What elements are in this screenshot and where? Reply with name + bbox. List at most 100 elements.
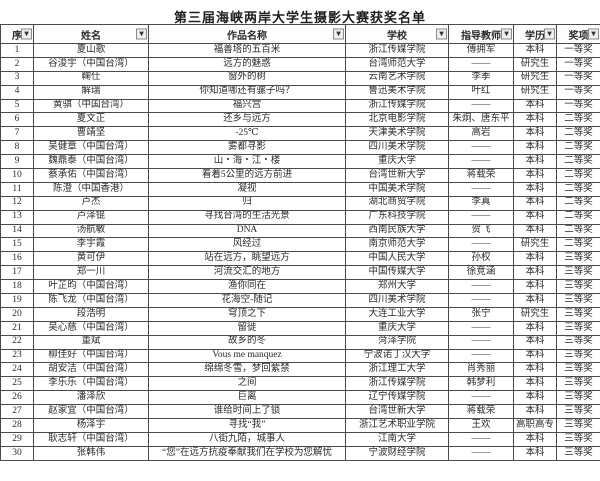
cell-award: 三等奖 — [556, 390, 600, 406]
table-row: 28 杨泽宇 寻找“我” 浙江艺术职业学院 王欢 高职高专 三等奖 — [0, 418, 600, 433]
cell-award: 三等奖 — [556, 348, 600, 364]
cell-award: 二等奖 — [556, 181, 600, 197]
table-row: 27 赵家宜（中国台湾） 谁给时间上了锁 台湾世新大学 蒋载荣 本科 三等奖 — [0, 404, 600, 420]
table-row: 2 谷浚宇（中国台湾） 远方的魅惑 台湾师范大学 —— 研究生 一等奖 — [0, 56, 600, 72]
cell-name: 段浩明 — [33, 306, 149, 322]
cell-seq: 23 — [0, 348, 34, 364]
cell-school: 宁波财经学院 — [345, 445, 449, 461]
cell-degree: 本科 — [513, 362, 557, 378]
cell-name: 卢泽锟 — [33, 209, 149, 225]
cell-name: 魏鼎泰（中国台湾） — [33, 154, 149, 170]
cell-school: 天津美术学院 — [345, 126, 449, 142]
filter-arrow-icon: ▼ — [439, 30, 444, 37]
cell-seq: 30 — [0, 445, 34, 461]
filter-arrow-icon: ▼ — [336, 30, 341, 37]
cell-degree: 本科 — [513, 181, 557, 197]
cell-award: 一等奖 — [556, 84, 600, 100]
cell-seq: 8 — [0, 140, 34, 156]
column-header-label: 姓名 — [81, 30, 101, 42]
cell-name: 赵家宜（中国台湾） — [33, 404, 149, 420]
cell-seq: 9 — [0, 154, 34, 170]
cell-school: 大连工业大学 — [345, 306, 449, 322]
cell-advisor: —— — [448, 320, 514, 336]
cell-award: 一等奖 — [556, 43, 600, 58]
cell-work: 风经过 — [148, 237, 346, 253]
cell-degree: 本科 — [513, 126, 557, 142]
table-row: 10 蔡承佑（中国台湾） 看着5公里的远方前进 台湾世新大学 蒋载荣 本科 二等奖 — [0, 168, 600, 183]
cell-name: 黄骐（中国台湾） — [33, 98, 149, 114]
cell-seq: 22 — [0, 334, 34, 350]
cell-advisor: —— — [448, 279, 514, 295]
table-row: 14 汤航敏 DNA 西南民族大学 贺飞 本科 二等奖 — [0, 223, 600, 239]
cell-school: 广东科技学院 — [345, 209, 449, 225]
cell-seq: 14 — [0, 223, 34, 239]
cell-seq: 2 — [0, 56, 34, 72]
table-row: 30 张韩伟 “您”在远方抗疫奉献我们在学校为您解忧 宁波财经学院 —— 本科 三等奖 — [0, 445, 600, 461]
cell-award: 三等奖 — [556, 279, 600, 295]
cell-work: DNA — [148, 223, 346, 239]
cell-award: 三等奖 — [556, 362, 600, 378]
cell-work: 八街九陌，城事人 — [148, 431, 346, 447]
cell-name: 解瑞 — [33, 84, 149, 100]
cell-advisor: —— — [448, 431, 514, 447]
cell-award: 二等奖 — [556, 223, 600, 239]
cell-degree: 本科 — [513, 209, 557, 225]
cell-school: 浙江传媒学院 — [345, 43, 449, 58]
cell-advisor: 韩梦利 — [448, 376, 514, 392]
table-row: 5 黄骐（中国台湾） 福兴宫 浙江传媒学院 —— 本科 一等奖 — [0, 98, 600, 114]
cell-advisor: 高岩 — [448, 126, 514, 142]
filter-dropdown-button[interactable]: ▼ — [588, 28, 599, 40]
cell-award: 三等奖 — [556, 404, 600, 420]
column-header-label: 指导教师 — [461, 30, 501, 42]
cell-work: 绵绵冬雪，梦回紫禁 — [148, 362, 346, 378]
cell-work: 窗外的树 — [148, 70, 346, 86]
cell-advisor: —— — [448, 56, 514, 72]
cell-seq: 21 — [0, 320, 34, 336]
cell-work: 你知道哪还有骡子吗？ — [148, 84, 346, 100]
cell-degree: 高职高专 — [513, 418, 557, 433]
cell-seq: 29 — [0, 431, 34, 447]
cell-seq: 6 — [0, 112, 34, 128]
cell-school: 西南民族大学 — [345, 223, 449, 239]
cell-advisor: 李季 — [448, 70, 514, 86]
filter-dropdown-button[interactable]: ▼ — [436, 28, 447, 40]
cell-advisor: 朱炯、唐东平 — [448, 112, 514, 128]
column-header-award: 奖项 ▼ — [556, 24, 600, 44]
cell-award: 三等奖 — [556, 306, 600, 322]
cell-name: 曹靖坚 — [33, 126, 149, 142]
cell-seq: 17 — [0, 265, 34, 281]
cell-work: 谁给时间上了锁 — [148, 404, 346, 420]
table-row: 13 卢泽锟 寻找台湾的生活光景 广东科技学院 —— 本科 二等奖 — [0, 209, 600, 225]
cell-advisor: 傅拥军 — [448, 43, 514, 58]
cell-seq: 26 — [0, 390, 34, 406]
cell-school: 浙江传媒学院 — [345, 376, 449, 392]
table-row: 3 鞠仕 窗外的树 云南艺术学院 李季 研究生 一等奖 — [0, 70, 600, 86]
cell-work: 故乡的冬 — [148, 334, 346, 350]
cell-degree: 本科 — [513, 404, 557, 420]
cell-degree: 本科 — [513, 376, 557, 392]
filter-dropdown-button[interactable]: ▼ — [21, 28, 32, 40]
cell-seq: 18 — [0, 279, 34, 295]
cell-degree: 本科 — [513, 223, 557, 239]
filter-dropdown-button[interactable]: ▼ — [544, 28, 555, 40]
cell-name: 杨泽宇 — [33, 418, 149, 433]
cell-work: 留徙 — [148, 320, 346, 336]
cell-award: 二等奖 — [556, 112, 600, 128]
cell-school: 辽宁传媒学院 — [345, 390, 449, 406]
filter-dropdown-button[interactable]: ▼ — [136, 28, 147, 40]
cell-school: 菏泽学院 — [345, 334, 449, 350]
filter-dropdown-button[interactable]: ▼ — [501, 28, 512, 40]
cell-school: 中国人民大学 — [345, 251, 449, 267]
cell-award: 三等奖 — [556, 293, 600, 308]
cell-name: 汤航敏 — [33, 223, 149, 239]
cell-advisor: —— — [448, 445, 514, 461]
cell-work: 山・海・江・楼 — [148, 154, 346, 170]
filter-dropdown-button[interactable]: ▼ — [333, 28, 344, 40]
table-row: 17 郑一川 河流交汇的地方 中国传媒大学 徐竞涵 本科 三等奖 — [0, 265, 600, 281]
table-row: 6 夏文正 还乡与远方 北京电影学院 朱炯、唐东平 本科 二等奖 — [0, 112, 600, 128]
cell-name: 陈澄（中国香港） — [33, 181, 149, 197]
cell-work: 站在远方，眺望远方 — [148, 251, 346, 267]
cell-name: 陈飞龙（中国台湾） — [33, 293, 149, 308]
cell-award: 二等奖 — [556, 237, 600, 253]
cell-work: 之间 — [148, 376, 346, 392]
